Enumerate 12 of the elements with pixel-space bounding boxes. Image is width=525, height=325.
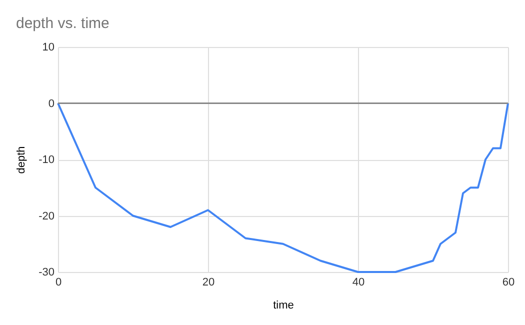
x-axis-title: time xyxy=(273,300,294,312)
x-tick-label: 0 xyxy=(55,276,62,288)
y-tick-label: 0 xyxy=(48,98,54,110)
x-tick-label: 20 xyxy=(202,276,215,288)
y-axis-title: depth xyxy=(16,146,28,174)
y-tick-label: 10 xyxy=(42,42,54,54)
chart-title: depth vs. time xyxy=(16,15,110,32)
x-tick-label: 40 xyxy=(352,276,365,288)
y-tick-label: -30 xyxy=(38,266,54,278)
y-tick-label: -20 xyxy=(38,210,54,222)
y-tick-label: -10 xyxy=(38,154,54,166)
x-tick-label: 60 xyxy=(502,276,515,288)
